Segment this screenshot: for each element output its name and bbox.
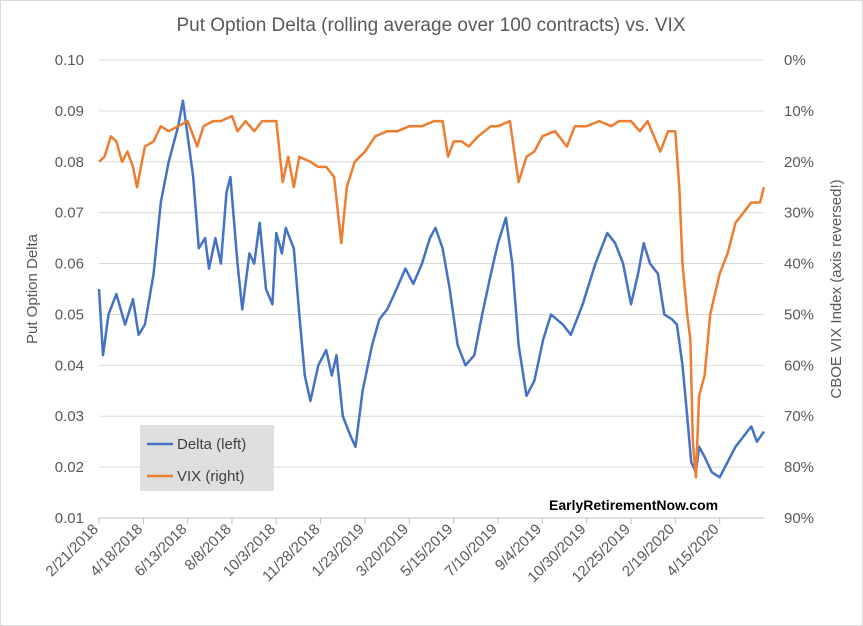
left-axis-ticks: 0.10 0.09 0.08 0.07 0.06 0.05 0.04 0.03 0.02 0.01 <box>55 52 84 527</box>
right-axis-ticks: 0% 10% 20% 30% 40% 50% 60% 70% 80% 90% <box>784 52 814 527</box>
left-tick-label: 0.04 <box>55 357 84 374</box>
series-line-delta <box>97 99 766 479</box>
watermark-annotation: EarlyRetirementNow.com <box>549 497 718 513</box>
left-tick-label: 0.02 <box>55 459 84 476</box>
right-tick-label: 90% <box>784 510 814 527</box>
left-tick-label: 0.09 <box>55 103 84 120</box>
x-axis: 2/21/20184/18/20186/13/20188/8/201810/3/… <box>43 517 764 586</box>
left-tick-label: 0.10 <box>55 52 84 69</box>
legend: Delta (left) VIX (right) <box>140 425 274 491</box>
left-tick-label: 0.06 <box>55 256 84 273</box>
left-tick-label: 0.01 <box>55 510 84 527</box>
left-tick-label: 0.07 <box>55 205 84 222</box>
left-tick-label: 0.08 <box>55 154 84 171</box>
left-tick-label: 0.03 <box>55 408 84 425</box>
right-axis-title: CBOE VIX Index (axis reversed!) <box>828 179 845 398</box>
right-tick-label: 10% <box>784 103 814 120</box>
chart-title: Put Option Delta (rolling average over 1… <box>176 15 685 36</box>
right-tick-label: 80% <box>784 459 814 476</box>
left-tick-label: 0.05 <box>55 306 84 323</box>
right-tick-label: 30% <box>784 205 814 222</box>
series-line-vix <box>98 114 766 479</box>
left-axis-title: Put Option Delta <box>24 233 41 344</box>
right-tick-label: 40% <box>784 256 814 273</box>
right-tick-label: 20% <box>784 154 814 171</box>
legend-label-delta: Delta (left) <box>177 436 246 453</box>
legend-label-vix: VIX (right) <box>177 468 245 485</box>
right-tick-label: 70% <box>784 408 814 425</box>
legend-box <box>140 425 274 491</box>
right-tick-label: 50% <box>784 306 814 323</box>
right-tick-label: 0% <box>784 52 806 69</box>
series-layer <box>97 99 766 479</box>
right-tick-label: 60% <box>784 357 814 374</box>
